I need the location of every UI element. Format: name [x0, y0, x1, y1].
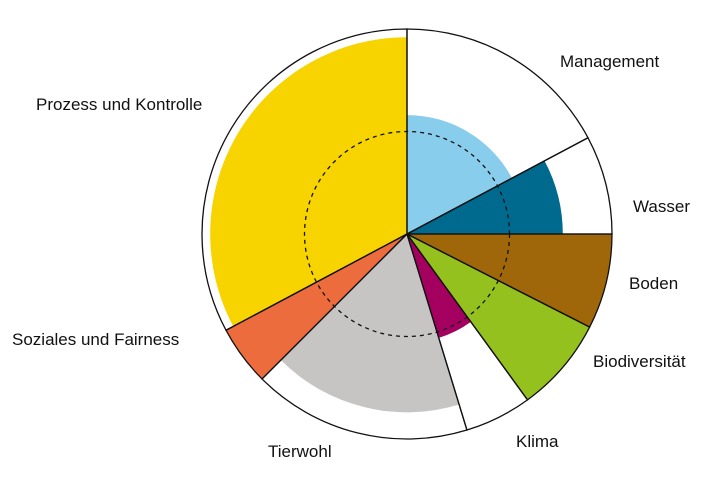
reference-ring [303, 130, 511, 338]
value-segment-boden [407, 234, 612, 328]
label-wasser: Wasser [633, 197, 690, 216]
label-management: Management [560, 52, 660, 71]
value-segment-biodiversitaet [407, 234, 590, 400]
value-segments-layer [210, 37, 612, 413]
segment-border-wasser [406, 136, 613, 235]
value-segment-management [407, 115, 512, 234]
label-klima: Klima [516, 432, 559, 451]
segment-border-management [406, 28, 589, 236]
value-segment-tierwohl [280, 234, 460, 413]
value-segment-prozess-und-kontrolle [210, 37, 407, 327]
label-tierwohl: Tierwohl [268, 442, 332, 461]
label-soziales-und-fairness: Soziales und Fairness [12, 330, 179, 349]
segment-border-tierwohl [261, 232, 468, 440]
value-segment-klima [407, 234, 471, 338]
label-prozess-und-kontrolle: Prozess und Kontrolle [36, 95, 202, 114]
label-biodiversitaet: Biodiversität [593, 352, 686, 371]
value-segment-soziales-und-fairness [226, 234, 407, 379]
segment-border-boden [406, 233, 613, 328]
segment-border-prozess-und-kontrolle [201, 28, 408, 332]
segment-border-biodiversitaet [406, 233, 591, 401]
segment-borders-layer [201, 28, 613, 440]
label-boden: Boden [629, 274, 678, 293]
value-segment-wasser [407, 160, 563, 234]
